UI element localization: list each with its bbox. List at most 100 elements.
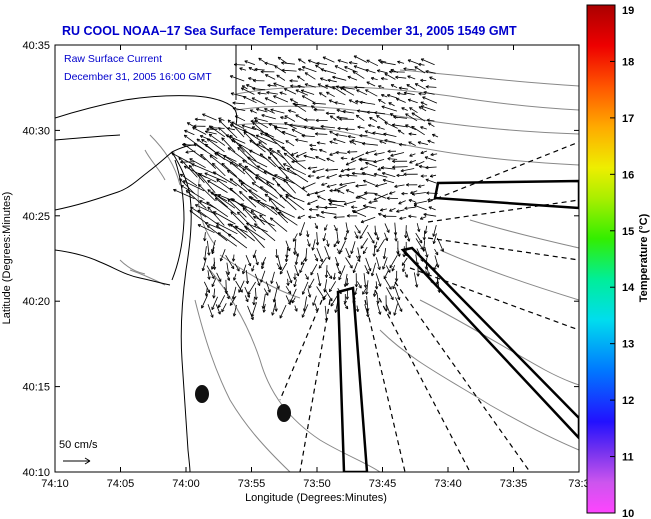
current-vector bbox=[284, 115, 296, 122]
current-vector-head bbox=[357, 196, 361, 199]
current-vector bbox=[387, 158, 398, 160]
current-vector bbox=[326, 158, 335, 162]
current-vector-head bbox=[369, 117, 372, 121]
current-vector-head bbox=[377, 237, 380, 241]
current-vector-head bbox=[363, 251, 367, 255]
current-vector bbox=[261, 114, 276, 120]
current-vector bbox=[356, 89, 368, 96]
current-vector-head bbox=[254, 296, 257, 300]
current-vector-head bbox=[386, 94, 390, 98]
current-vector-head bbox=[346, 167, 350, 171]
current-vector bbox=[356, 305, 359, 312]
current-vector-head bbox=[301, 66, 305, 70]
current-vector-head bbox=[305, 277, 309, 280]
current-vector-head bbox=[218, 305, 221, 309]
current-vector bbox=[349, 62, 358, 65]
current-vector-head bbox=[335, 86, 339, 89]
current-vector-head bbox=[339, 250, 343, 254]
current-vector-head bbox=[393, 116, 397, 119]
current-vector bbox=[365, 69, 376, 74]
current-vector-head bbox=[257, 92, 261, 95]
current-vector bbox=[316, 142, 326, 145]
current-vector bbox=[389, 255, 398, 269]
current-vector-head bbox=[240, 182, 243, 186]
current-vector bbox=[325, 112, 336, 115]
current-vector-head bbox=[232, 107, 236, 111]
current-vector bbox=[352, 210, 367, 217]
scale-arrow bbox=[63, 457, 91, 465]
current-vector-head bbox=[328, 203, 332, 206]
current-vector-head bbox=[224, 290, 227, 294]
current-vector-head bbox=[400, 170, 404, 173]
current-vector-head bbox=[193, 143, 196, 147]
current-vector bbox=[290, 151, 299, 156]
current-vector bbox=[403, 68, 417, 71]
current-vector-head bbox=[392, 165, 396, 168]
current-vector-head bbox=[284, 258, 287, 262]
current-vector-head bbox=[221, 162, 225, 165]
current-vector bbox=[290, 98, 299, 104]
current-vector-head bbox=[285, 176, 289, 178]
current-vector-head bbox=[328, 202, 332, 204]
current-vector-head bbox=[334, 65, 338, 69]
current-vector-head bbox=[380, 210, 384, 212]
current-vector-head bbox=[314, 258, 318, 262]
current-vector-head bbox=[276, 74, 279, 78]
current-vector-head bbox=[427, 254, 429, 258]
current-vector-head bbox=[289, 98, 293, 102]
current-vector bbox=[326, 91, 335, 98]
current-vector bbox=[379, 140, 387, 144]
current-vector-head bbox=[281, 146, 284, 150]
current-vector bbox=[254, 223, 276, 242]
current-vector-head bbox=[249, 197, 253, 201]
current-vector bbox=[407, 59, 419, 65]
current-vector-head bbox=[365, 69, 369, 73]
dashed-lines bbox=[279, 141, 579, 472]
current-vector-head bbox=[239, 67, 243, 69]
current-vector bbox=[302, 95, 315, 103]
current-vector bbox=[319, 92, 327, 98]
current-vector-head bbox=[304, 83, 308, 87]
colorbar-tick-label: 17 bbox=[622, 113, 634, 125]
current-vector bbox=[207, 180, 228, 193]
current-vector bbox=[242, 159, 267, 175]
current-vector-head bbox=[352, 71, 355, 75]
current-vector-head bbox=[264, 193, 269, 196]
y-axis-label: Latitude (Degrees:Minutes) bbox=[1, 192, 13, 325]
current-vector-head bbox=[335, 310, 338, 313]
current-vector bbox=[355, 114, 365, 122]
current-vector-head bbox=[355, 100, 359, 104]
current-vector bbox=[427, 140, 435, 144]
current-vector-head bbox=[333, 215, 337, 218]
current-vector-head bbox=[281, 131, 285, 135]
current-vector-head bbox=[418, 228, 421, 232]
current-vector bbox=[364, 265, 370, 275]
current-vector-head bbox=[338, 174, 342, 177]
current-vector-head bbox=[376, 250, 380, 253]
scale-label: 50 cm/s bbox=[59, 439, 98, 451]
current-vector-head bbox=[200, 153, 204, 156]
current-vector-head bbox=[221, 309, 225, 313]
current-vector bbox=[378, 85, 385, 89]
current-vector-head bbox=[335, 133, 339, 135]
current-vector bbox=[225, 254, 235, 270]
current-vector-head bbox=[397, 91, 401, 94]
current-vector bbox=[312, 102, 326, 105]
current-vector-head bbox=[212, 171, 216, 175]
current-vector-head bbox=[227, 233, 230, 237]
current-vector-head bbox=[399, 218, 403, 220]
current-vector bbox=[389, 207, 396, 212]
current-vector-head bbox=[362, 142, 366, 144]
current-vector-head bbox=[208, 252, 211, 256]
current-vector-head bbox=[330, 304, 334, 307]
current-vector bbox=[425, 86, 437, 88]
current-vector-head bbox=[307, 166, 311, 169]
current-vector-head bbox=[264, 62, 268, 66]
current-vector-head bbox=[362, 180, 366, 183]
current-vector-head bbox=[245, 227, 247, 231]
current-vector-head bbox=[238, 144, 241, 148]
current-vector-head bbox=[348, 99, 352, 103]
current-vector bbox=[282, 131, 297, 138]
current-vector-head bbox=[364, 192, 368, 195]
current-vector-head bbox=[317, 83, 321, 87]
